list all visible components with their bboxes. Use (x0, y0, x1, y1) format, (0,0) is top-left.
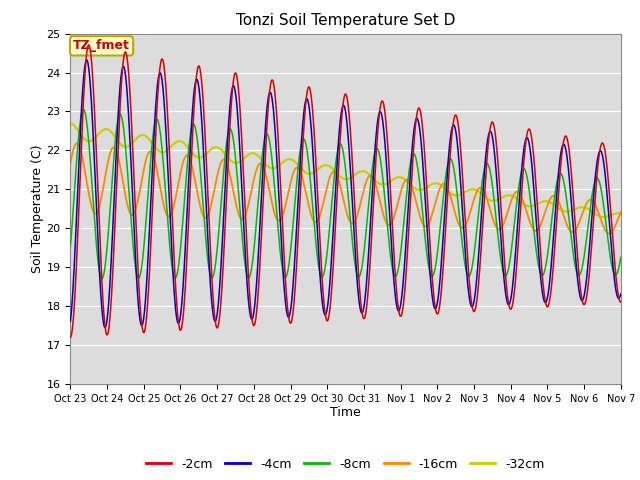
Legend: -2cm, -4cm, -8cm, -16cm, -32cm: -2cm, -4cm, -8cm, -16cm, -32cm (141, 453, 550, 476)
Text: TZ_fmet: TZ_fmet (73, 39, 130, 52)
Y-axis label: Soil Temperature (C): Soil Temperature (C) (31, 144, 44, 273)
Title: Tonzi Soil Temperature Set D: Tonzi Soil Temperature Set D (236, 13, 455, 28)
X-axis label: Time: Time (330, 407, 361, 420)
